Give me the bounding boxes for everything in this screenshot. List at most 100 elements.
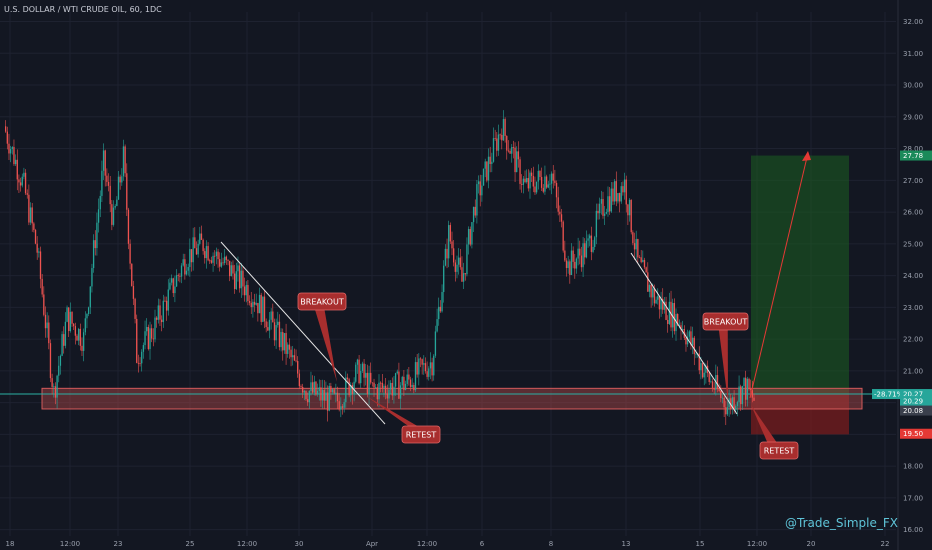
candle-body: [310, 382, 312, 392]
candle-body: [23, 172, 25, 177]
y-tick-label: 18.00: [903, 463, 923, 471]
candle-body: [340, 406, 342, 410]
candle-body: [318, 387, 320, 391]
candle-body: [524, 178, 526, 183]
candle-body: [375, 387, 377, 389]
candle-body: [229, 260, 231, 277]
candle-body: [157, 305, 159, 320]
candle-body: [730, 398, 732, 409]
candle-body: [267, 327, 269, 331]
candle-body: [615, 181, 617, 202]
candle-body: [235, 271, 237, 290]
candle-body: [720, 391, 722, 398]
candle-body: [302, 386, 304, 393]
y-tick-label: 22.00: [903, 336, 923, 344]
x-tick-label: 8: [549, 540, 553, 548]
retest-2-label: RETEST: [764, 447, 795, 456]
candle-body: [559, 211, 561, 215]
candle-body: [29, 207, 32, 223]
candle-body: [628, 199, 631, 216]
candle-body: [431, 362, 433, 376]
candle-body: [373, 382, 375, 388]
candle-body: [164, 300, 166, 302]
candle-body: [655, 299, 657, 304]
candle-body: [472, 206, 475, 223]
candle-body: [406, 374, 408, 384]
candle-body: [202, 239, 204, 252]
candle-body: [43, 294, 45, 315]
candle-body: [632, 232, 634, 244]
candle-body: [454, 262, 456, 272]
candle-body: [607, 196, 609, 213]
candle-body: [552, 173, 554, 181]
candle-body: [612, 188, 614, 202]
candle-body: [535, 181, 538, 193]
candle-body: [177, 275, 179, 276]
x-tick-label: 30: [295, 540, 304, 548]
candle-body: [353, 381, 355, 395]
candle-body: [200, 233, 203, 240]
candle-body: [663, 301, 666, 310]
candle-body: [209, 260, 211, 262]
breakout-2-label: BREAKOUT: [704, 318, 748, 327]
candle-body: [575, 258, 578, 269]
candle-body: [560, 214, 563, 222]
candle-body: [293, 355, 296, 361]
candle-body: [305, 391, 307, 400]
candle-body: [630, 199, 632, 233]
candle-body: [421, 359, 423, 365]
candle-body: [565, 260, 568, 269]
candle-body: [645, 267, 647, 273]
candle-body: [165, 300, 168, 311]
candle-body: [151, 328, 153, 339]
candle-body: [330, 385, 332, 393]
candle-body: [429, 362, 432, 369]
candle-body: [381, 382, 383, 388]
candle-body: [579, 248, 581, 256]
candle-body: [625, 179, 627, 205]
candle-body: [740, 386, 742, 405]
candle-body: [479, 181, 481, 196]
candle-body: [731, 397, 734, 409]
candle-body: [295, 360, 297, 362]
candle-body: [462, 273, 465, 282]
candle-body: [325, 392, 327, 401]
candle-body: [326, 392, 329, 411]
candle-body: [738, 386, 740, 403]
candle-body: [56, 375, 58, 398]
candle-body: [594, 237, 596, 247]
candle-body: [562, 221, 564, 251]
candle-body: [389, 382, 392, 390]
candle-body: [117, 176, 120, 200]
candle-body: [672, 303, 674, 328]
candle-body: [283, 333, 286, 351]
x-tick-label: 15: [696, 540, 705, 548]
trendline-2: [630, 252, 738, 415]
candle-body: [457, 257, 460, 265]
candle-body: [386, 393, 388, 399]
candle-body: [652, 288, 654, 298]
candle-body: [189, 249, 191, 268]
candle-body: [6, 131, 8, 144]
candle-body: [320, 387, 322, 401]
candle-body: [526, 178, 528, 183]
candle-body: [540, 176, 543, 188]
candle-body: [501, 134, 503, 141]
candle-body: [677, 313, 679, 326]
candle-body: [21, 176, 23, 186]
candle-body: [252, 301, 254, 308]
candle-body: [258, 294, 261, 314]
candle-body: [713, 387, 715, 390]
candle-body: [204, 251, 206, 259]
candle-body: [348, 379, 350, 396]
candle-body: [529, 172, 531, 189]
candle-body: [600, 199, 603, 204]
candle-body: [398, 371, 400, 399]
candle-body: [58, 365, 60, 376]
candle-body: [222, 262, 224, 264]
candle-body: [238, 265, 241, 289]
candle-body: [711, 381, 714, 388]
candle-body: [537, 170, 539, 182]
